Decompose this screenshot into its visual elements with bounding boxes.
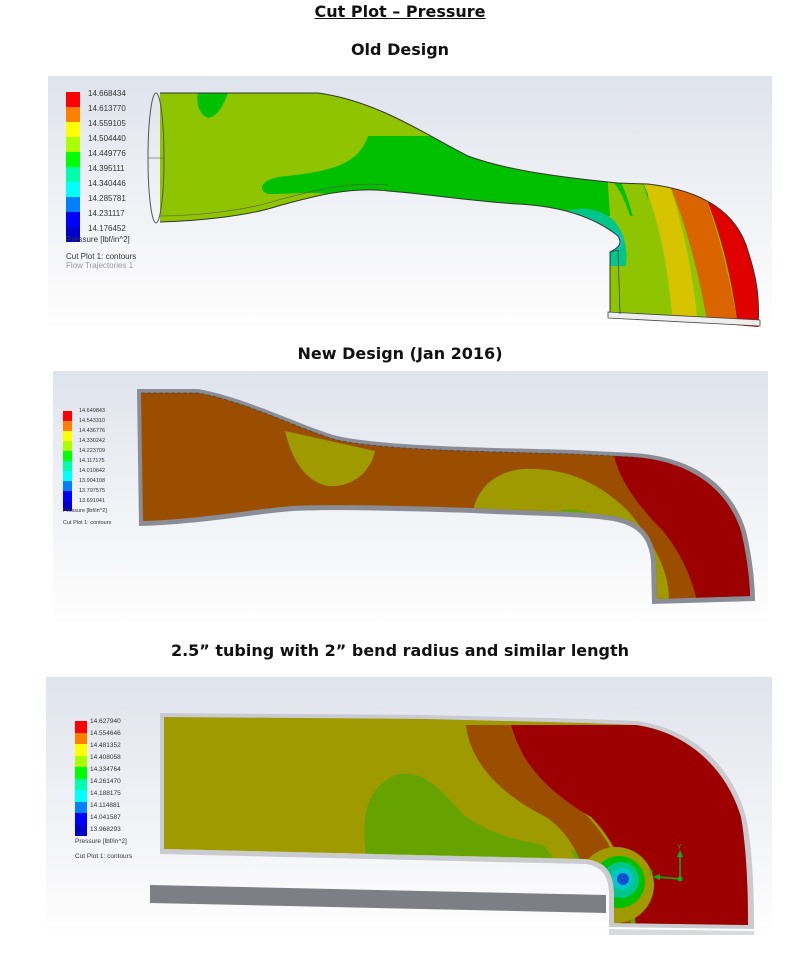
legend-tick: 13.797575 <box>79 488 105 494</box>
legend-tick: 14.627940 <box>90 718 121 725</box>
legend-tick: 14.261470 <box>90 778 121 785</box>
pressure-contour-old-design <box>147 92 761 328</box>
legend-tick: 13.904108 <box>79 478 105 484</box>
legend-tick: 13.691041 <box>79 498 105 504</box>
colorbar <box>66 92 80 242</box>
axis-y-label: Y <box>677 844 682 851</box>
legend-tick: 14.285781 <box>88 194 126 203</box>
legend-unit-label: Pressure [lbf/in^2] <box>66 235 130 244</box>
legend-tick: 14.436776 <box>79 428 105 434</box>
legend-tick: 14.668434 <box>88 89 126 98</box>
legend-tick: 14.223709 <box>79 448 105 454</box>
axis-triad-icon: Y Z <box>649 844 683 882</box>
legend-tick: 14.613770 <box>88 104 126 113</box>
cut-plot-new-design: 14.649843 14.543310 14.436776 14.330242 … <box>53 371 768 625</box>
legend-tick: 14.543310 <box>79 418 105 424</box>
plot-name-label: Cut Plot 1: contours <box>75 853 133 860</box>
legend-tick: 14.231117 <box>88 209 125 218</box>
legend-unit-label: Pressure [lbf/in^2] <box>75 838 127 845</box>
document-title: Cut Plot – Pressure <box>0 2 800 21</box>
legend-tick: 14.340446 <box>88 179 126 188</box>
colorbar <box>63 411 72 511</box>
legend-tick: 14.330242 <box>79 438 105 444</box>
legend-tick: 14.041587 <box>90 814 121 821</box>
section-heading-new-design: New Design (Jan 2016) <box>297 344 503 363</box>
legend-tick: 14.408058 <box>90 754 121 761</box>
cut-plot-old-design: 14.668434 14.613770 14.559105 14.504440 … <box>48 76 772 329</box>
color-legend-old-design: 14.668434 14.613770 14.559105 14.504440 … <box>66 89 176 282</box>
plot-name-label: Cut Plot 1: contours <box>66 252 137 261</box>
legend-tick: 13.968293 <box>90 826 121 833</box>
cut-plot-tubing-design: Y Z 14.627940 14.554646 14.481352 14.408… <box>46 677 772 935</box>
section-heading-tubing-design: 2.5” tubing with 2” bend radius and simi… <box>170 641 630 660</box>
pressure-contour-tubing-design: Y Z <box>150 713 754 935</box>
legend-tick: 14.176452 <box>88 224 126 233</box>
document-title-text: Cut Plot – Pressure <box>314 2 486 21</box>
legend-tick: 14.649843 <box>79 408 105 414</box>
color-legend-new-design: 14.649843 14.543310 14.436776 14.330242 … <box>63 408 143 541</box>
legend-tick: 14.504440 <box>88 134 126 143</box>
legend-unit-label: Pressure [lbf/in^2] <box>63 508 107 514</box>
legend-tick: 14.334764 <box>90 766 121 773</box>
color-legend-tubing-design: 14.627940 14.554646 14.481352 14.408058 … <box>75 718 175 881</box>
legend-tick: 14.559105 <box>88 119 126 128</box>
flow-trajectories-label: Flow Trajectories 1 <box>66 261 134 270</box>
colorbar <box>75 721 87 836</box>
legend-tick: 14.188175 <box>90 790 121 797</box>
plot-name-label: Cut Plot 1: contours <box>63 520 112 526</box>
legend-tick: 14.481352 <box>90 742 121 749</box>
legend-tick: 14.554646 <box>90 730 121 737</box>
legend-tick: 14.114881 <box>90 802 121 809</box>
legend-tick: 14.010642 <box>79 468 105 474</box>
section-heading-old-design: Old Design <box>350 40 450 59</box>
legend-tick: 14.449776 <box>88 149 126 158</box>
legend-tick: 14.117175 <box>79 458 105 464</box>
pressure-contour-new-design <box>137 389 755 604</box>
axis-z-label: Z <box>649 870 654 877</box>
legend-tick: 14.395111 <box>88 164 125 173</box>
